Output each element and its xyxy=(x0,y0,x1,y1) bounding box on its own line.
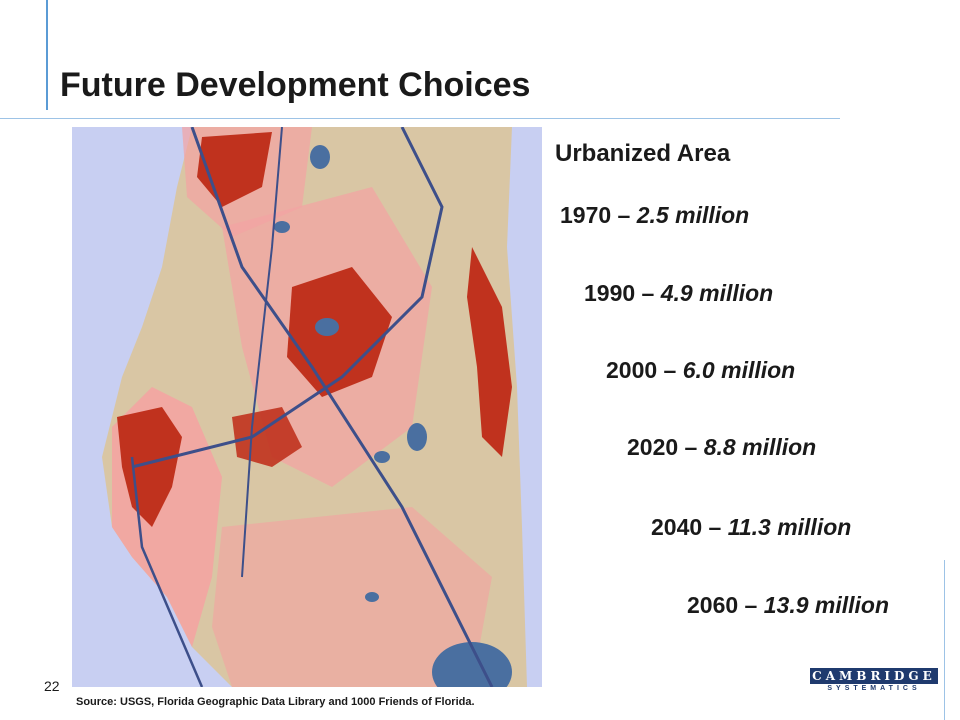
urban-existing-orlando xyxy=(287,267,392,397)
urbanized-area-heading: Urbanized Area xyxy=(555,140,731,167)
entry-year: 1990 xyxy=(584,280,636,306)
entry-value: 2.5 million xyxy=(636,202,750,228)
lake xyxy=(407,423,427,451)
entry-separator: – xyxy=(611,202,637,228)
entry-value: 4.9 million xyxy=(660,280,774,306)
population-entry-1970: 1970 – 2.5 million xyxy=(560,202,749,229)
entry-value: 8.8 million xyxy=(703,434,817,460)
frame-line-vertical xyxy=(46,0,48,110)
urban-future-south xyxy=(212,507,492,687)
population-entry-2020: 2020 – 8.8 million xyxy=(627,434,816,461)
logo-tagline: SYSTEMATICS xyxy=(827,685,921,692)
frame-line-right xyxy=(944,560,945,720)
lake xyxy=(310,145,330,169)
urban-existing-tampa xyxy=(117,407,182,527)
highway xyxy=(241,127,283,578)
lake xyxy=(374,451,390,463)
lake-okeechobee xyxy=(432,642,512,687)
entry-value: 11.3 million xyxy=(727,514,852,540)
entry-separator: – xyxy=(635,280,661,306)
lake xyxy=(365,592,379,602)
population-entry-2060: 2060 – 13.9 million xyxy=(687,592,889,619)
entry-value: 13.9 million xyxy=(763,592,890,618)
entry-value: 6.0 million xyxy=(682,357,796,383)
slide-title: Future Development Choices xyxy=(60,66,531,104)
entry-separator: – xyxy=(702,514,728,540)
entry-year: 2020 xyxy=(627,434,679,460)
entry-year: 2060 xyxy=(687,592,739,618)
entry-year: 2000 xyxy=(606,357,658,383)
population-entry-2000: 2000 – 6.0 million xyxy=(606,357,795,384)
entry-year: 2040 xyxy=(651,514,703,540)
highway xyxy=(190,127,494,687)
lake xyxy=(315,318,339,336)
florida-development-map xyxy=(72,127,542,687)
logo-name: CAMBRIDGE xyxy=(810,668,938,684)
population-entry-2040: 2040 – 11.3 million xyxy=(651,514,851,541)
urban-existing-east-coast xyxy=(467,247,512,457)
entry-separator: – xyxy=(657,357,683,383)
frame-line-horizontal xyxy=(0,118,840,119)
entry-separator: – xyxy=(738,592,764,618)
cambridge-systematics-logo: CAMBRIDGE SYSTEMATICS xyxy=(810,668,938,694)
entry-year: 1970 xyxy=(560,202,612,228)
map-graphic xyxy=(102,127,542,687)
entry-separator: – xyxy=(678,434,704,460)
atlantic-water xyxy=(507,127,542,687)
highway xyxy=(130,456,204,687)
population-entry-1990: 1990 – 4.9 million xyxy=(584,280,773,307)
urban-existing-north xyxy=(197,132,272,207)
highway xyxy=(131,127,444,469)
lake xyxy=(274,221,290,233)
source-note: Source: USGS, Florida Geographic Data Li… xyxy=(76,696,475,708)
page-number: 22 xyxy=(44,678,60,694)
